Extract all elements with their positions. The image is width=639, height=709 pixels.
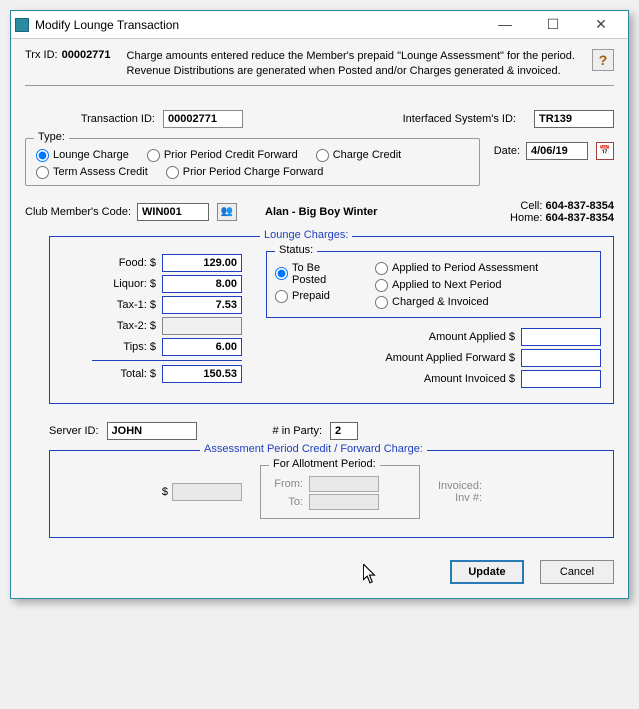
transaction-id-field[interactable] <box>163 110 243 128</box>
radio-prepaid[interactable]: Prepaid <box>275 290 357 303</box>
amount-applied-fwd-field[interactable] <box>521 349 601 367</box>
total-field <box>162 365 242 383</box>
titlebar: Modify Lounge Transaction — ☐ ✕ <box>11 11 628 39</box>
trx-id-value: 00002771 <box>62 49 111 61</box>
tax1-label: Tax-1: $ <box>101 299 156 311</box>
member-name: Alan - Big Boy Winter <box>265 206 377 218</box>
invoiced-label: Invoiced: <box>438 480 482 492</box>
cell-label: Cell: <box>520 200 542 212</box>
allot-to-label: To: <box>269 496 303 508</box>
radio-charge-credit[interactable]: Charge Credit <box>316 149 401 162</box>
home-value: 604-837-8354 <box>545 212 614 224</box>
tips-label: Tips: $ <box>101 341 156 353</box>
inv-num-label: Inv #: <box>438 492 482 504</box>
tax1-input[interactable] <box>162 296 242 314</box>
server-id-field[interactable] <box>107 422 197 440</box>
type-groupbox: Type: Lounge Charge Prior Period Credit … <box>25 138 480 186</box>
amount-invoiced-field[interactable] <box>521 370 601 388</box>
cursor-icon <box>363 564 377 584</box>
amount-applied-label: Amount Applied $ <box>429 331 515 343</box>
amount-applied-fwd-label: Amount Applied Forward $ <box>385 352 515 364</box>
cell-value: 604-837-8354 <box>545 200 614 212</box>
radio-lounge-charge[interactable]: Lounge Charge <box>36 149 129 162</box>
member-lookup-button[interactable]: 👥 <box>217 203 237 221</box>
tax2-input[interactable] <box>162 317 242 335</box>
radio-charged-invoiced[interactable]: Charged & Invoiced <box>375 296 538 309</box>
interfaced-system-field[interactable] <box>534 110 614 128</box>
member-code-label: Club Member's Code: <box>25 206 131 218</box>
allot-to-field <box>309 494 379 510</box>
modify-lounge-transaction-window: Modify Lounge Transaction — ☐ ✕ Trx ID: … <box>10 10 629 599</box>
update-button[interactable]: Update <box>450 560 524 584</box>
lounge-charges-legend: Lounge Charges: <box>260 229 352 241</box>
close-button[interactable]: ✕ <box>586 16 616 33</box>
liquor-input[interactable] <box>162 275 242 293</box>
amount-applied-field[interactable] <box>521 328 601 346</box>
total-label: Total: $ <box>101 368 156 380</box>
radio-term-assess-credit[interactable]: Term Assess Credit <box>36 166 148 179</box>
assess-amount-field <box>172 483 242 501</box>
date-field[interactable] <box>526 142 588 160</box>
tax2-label: Tax-2: $ <box>101 320 156 332</box>
type-legend: Type: <box>34 131 69 143</box>
calendar-icon[interactable]: 📅 <box>596 142 614 160</box>
radio-prior-credit-forward[interactable]: Prior Period Credit Forward <box>147 149 298 162</box>
status-legend: Status: <box>275 244 317 256</box>
header-description: Charge amounts entered reduce the Member… <box>127 49 584 79</box>
window-title: Modify Lounge Transaction <box>35 18 490 32</box>
allotment-legend: For Allotment Period: <box>269 458 380 470</box>
app-icon <box>15 18 29 32</box>
server-id-label: Server ID: <box>49 425 99 437</box>
interfaced-system-label: Interfaced System's ID: <box>403 113 516 125</box>
radio-prior-charge-forward[interactable]: Prior Period Charge Forward <box>166 166 324 179</box>
allot-from-field <box>309 476 379 492</box>
food-input[interactable] <box>162 254 242 272</box>
tips-input[interactable] <box>162 338 242 356</box>
radio-applied-period[interactable]: Applied to Period Assessment <box>375 262 538 275</box>
allot-from-label: From: <box>269 478 303 490</box>
status-groupbox: Status: To Be Posted Prepaid Applied to … <box>266 251 601 318</box>
amount-invoiced-label: Amount Invoiced $ <box>424 373 515 385</box>
party-field[interactable] <box>330 422 358 440</box>
radio-to-be-posted[interactable]: To Be Posted <box>275 262 357 286</box>
header-row: Trx ID: 00002771 Charge amounts entered … <box>25 49 614 86</box>
allotment-groupbox: For Allotment Period: From: To: <box>260 465 420 519</box>
help-button[interactable]: ? <box>592 49 614 71</box>
minimize-button[interactable]: — <box>490 16 520 33</box>
date-label: Date: <box>494 145 520 157</box>
food-label: Food: $ <box>101 257 156 269</box>
assess-dollar: $ <box>162 486 168 498</box>
cancel-button[interactable]: Cancel <box>540 560 614 584</box>
home-label: Home: <box>510 212 542 224</box>
liquor-label: Liquor: $ <box>101 278 156 290</box>
maximize-button[interactable]: ☐ <box>538 16 568 33</box>
lounge-charges-groupbox: Lounge Charges: Food: $ Liquor: $ Tax-1:… <box>49 236 614 404</box>
assessment-groupbox: Assessment Period Credit / Forward Charg… <box>49 450 614 538</box>
trx-id-label: Trx ID: <box>25 49 58 61</box>
party-label: # in Party: <box>273 425 323 437</box>
assessment-legend: Assessment Period Credit / Forward Charg… <box>200 443 427 455</box>
transaction-id-label: Transaction ID: <box>65 113 155 125</box>
radio-applied-next[interactable]: Applied to Next Period <box>375 279 538 292</box>
member-code-field[interactable] <box>137 203 209 221</box>
